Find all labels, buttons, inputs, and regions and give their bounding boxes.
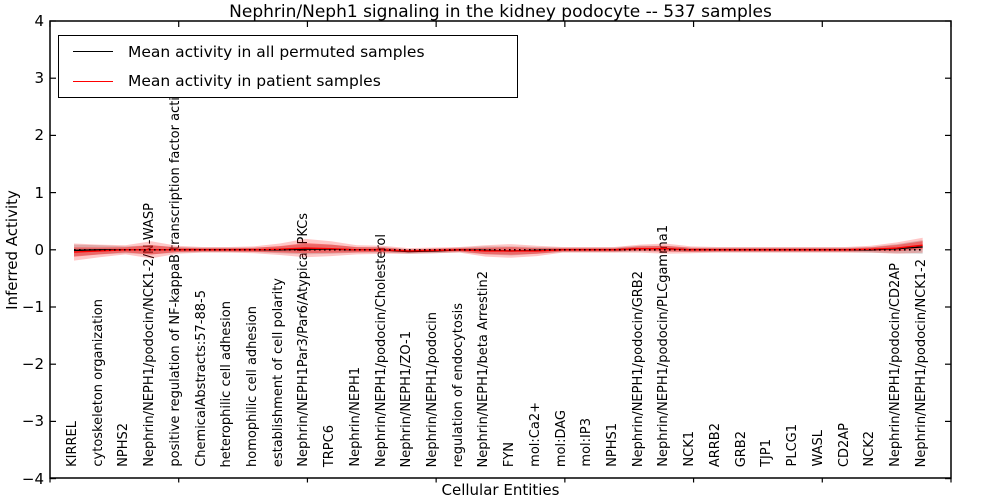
legend-item-permuted: Mean activity in all permuted samples: [59, 38, 517, 66]
y-tick-label: 1: [34, 183, 44, 202]
y-tick-label: −3: [21, 412, 44, 431]
permuted-line-sample: [73, 51, 113, 53]
plot-area: [49, 20, 952, 483]
y-tick-label: −1: [21, 298, 44, 316]
permuted-band: [74, 240, 923, 257]
y-tick-label: 0: [34, 240, 44, 259]
legend-item-patient: Mean activity in patient samples: [59, 67, 517, 95]
y-tick-label: 4: [34, 12, 44, 30]
y-tick-label: 3: [34, 69, 44, 88]
patient-band-outer: [74, 237, 923, 261]
y-tick-label: −4: [21, 469, 44, 488]
y-tick-label: 2: [34, 126, 44, 145]
patient-band-inner: [74, 241, 923, 257]
patient-line-sample: [73, 80, 113, 82]
chart-title: Nephrin/Neph1 signaling in the kidney po…: [229, 2, 772, 22]
x-axis-label: Cellular Entities: [441, 481, 560, 499]
legend-label-patient: Mean activity in patient samples: [128, 72, 381, 91]
legend-label-permuted: Mean activity in all permuted samples: [128, 42, 425, 61]
legend-box: Mean activity in all permuted samples Me…: [58, 35, 518, 98]
y-tick-label: −2: [21, 355, 44, 374]
